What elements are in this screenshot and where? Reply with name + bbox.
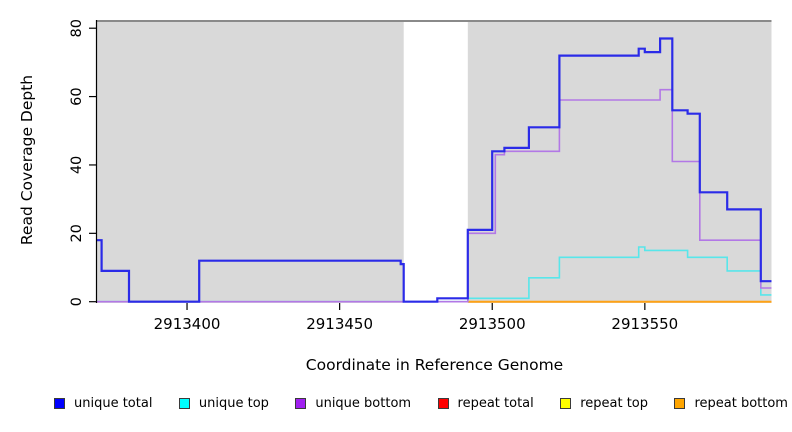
legend-item-repeat-total: repeat total: [437, 396, 534, 411]
y-tick-label: 0: [69, 297, 85, 306]
legend-swatch-icon: [674, 398, 686, 409]
x-tick-label: 2913550: [611, 315, 678, 333]
legend-item-unique-total: unique total: [54, 396, 152, 411]
legend-swatch-icon: [54, 398, 65, 409]
x-axis-label: Coordinate in Reference Genome: [305, 356, 564, 374]
legend-swatch-icon: [560, 398, 572, 409]
missing-data-gap: [403, 20, 468, 303]
legend-swatch-icon: [178, 398, 190, 409]
x-tick-label: 2913500: [459, 315, 526, 333]
series-unique-total: [97, 37, 772, 303]
x-tick-label: 2913400: [154, 315, 221, 333]
series-unique-top: [97, 246, 772, 303]
series-unique-bottom: [97, 88, 772, 303]
legend: unique total unique top unique bottom repea…: [54, 396, 788, 411]
legend-label: repeat bottom: [694, 396, 788, 411]
legend-label: unique bottom: [315, 396, 412, 411]
legend-item-unique-bottom: unique bottom: [295, 396, 411, 411]
y-tick-label: 40: [69, 156, 85, 174]
legend-label: unique total: [74, 396, 153, 411]
legend-item-unique-top: unique top: [178, 396, 269, 411]
y-axis-label: Read Coverage Depth: [18, 74, 36, 246]
legend-item-repeat-top: repeat top: [560, 396, 648, 411]
y-tick-label: 20: [69, 224, 85, 242]
legend-label: unique top: [198, 396, 269, 411]
legend-item-repeat-bottom: repeat bottom: [674, 396, 788, 411]
legend-swatch-icon: [437, 398, 449, 409]
x-tick-label: 2913450: [306, 315, 373, 333]
legend-swatch-icon: [295, 398, 307, 409]
legend-label: repeat total: [457, 396, 534, 411]
legend-label: repeat top: [580, 396, 648, 411]
y-tick-label: 80: [69, 19, 85, 37]
y-tick-label: 60: [69, 87, 85, 105]
